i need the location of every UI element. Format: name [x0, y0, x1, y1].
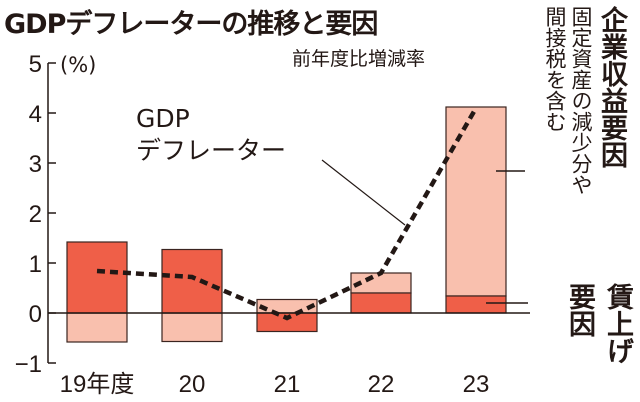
bar-wage [161, 248, 223, 314]
bar-profit [445, 106, 507, 297]
y-tick-label: 5 [29, 51, 42, 78]
bar-profit [161, 312, 223, 343]
line-label-gdp: GDP [136, 104, 190, 133]
deflator-line [96, 106, 478, 321]
legend-profit-label: 企業収益要因 [596, 6, 627, 168]
x-tick-label: 19年度 [60, 371, 135, 398]
y-axis-label: (%) [60, 53, 96, 77]
bar-profit [66, 312, 128, 343]
y-tick-label: −1 [15, 351, 42, 378]
y-tick-label: 1 [29, 251, 42, 278]
x-tick-label: 21 [274, 371, 301, 398]
chart-subtitle: 前年度比増減率 [292, 48, 426, 70]
y-tick-label: 2 [29, 201, 42, 228]
y-tick-label: 3 [29, 151, 42, 178]
wage-label-2: 要因 [564, 283, 595, 337]
bar-wage [445, 295, 507, 314]
bar-wage [66, 241, 128, 314]
x-tick-label: 22 [368, 371, 395, 398]
x-tick-label: 23 [463, 371, 490, 398]
line-label-deflator: デフレーター [136, 136, 287, 165]
y-tick-label: 0 [29, 301, 42, 328]
leader-line-deflator [321, 159, 406, 226]
wage-label-1: 賃上げ [602, 283, 633, 364]
bar-wage [350, 292, 412, 314]
legend-profit-note: 固定資産の減少分や間接税を含む [543, 6, 593, 195]
chart-title: GDPデフレーターの推移と要因 [4, 9, 378, 40]
x-tick-label: 20 [179, 371, 206, 398]
y-tick-label: 4 [29, 101, 42, 128]
legend-wage-label: 賃上げ 要因 [556, 283, 636, 367]
